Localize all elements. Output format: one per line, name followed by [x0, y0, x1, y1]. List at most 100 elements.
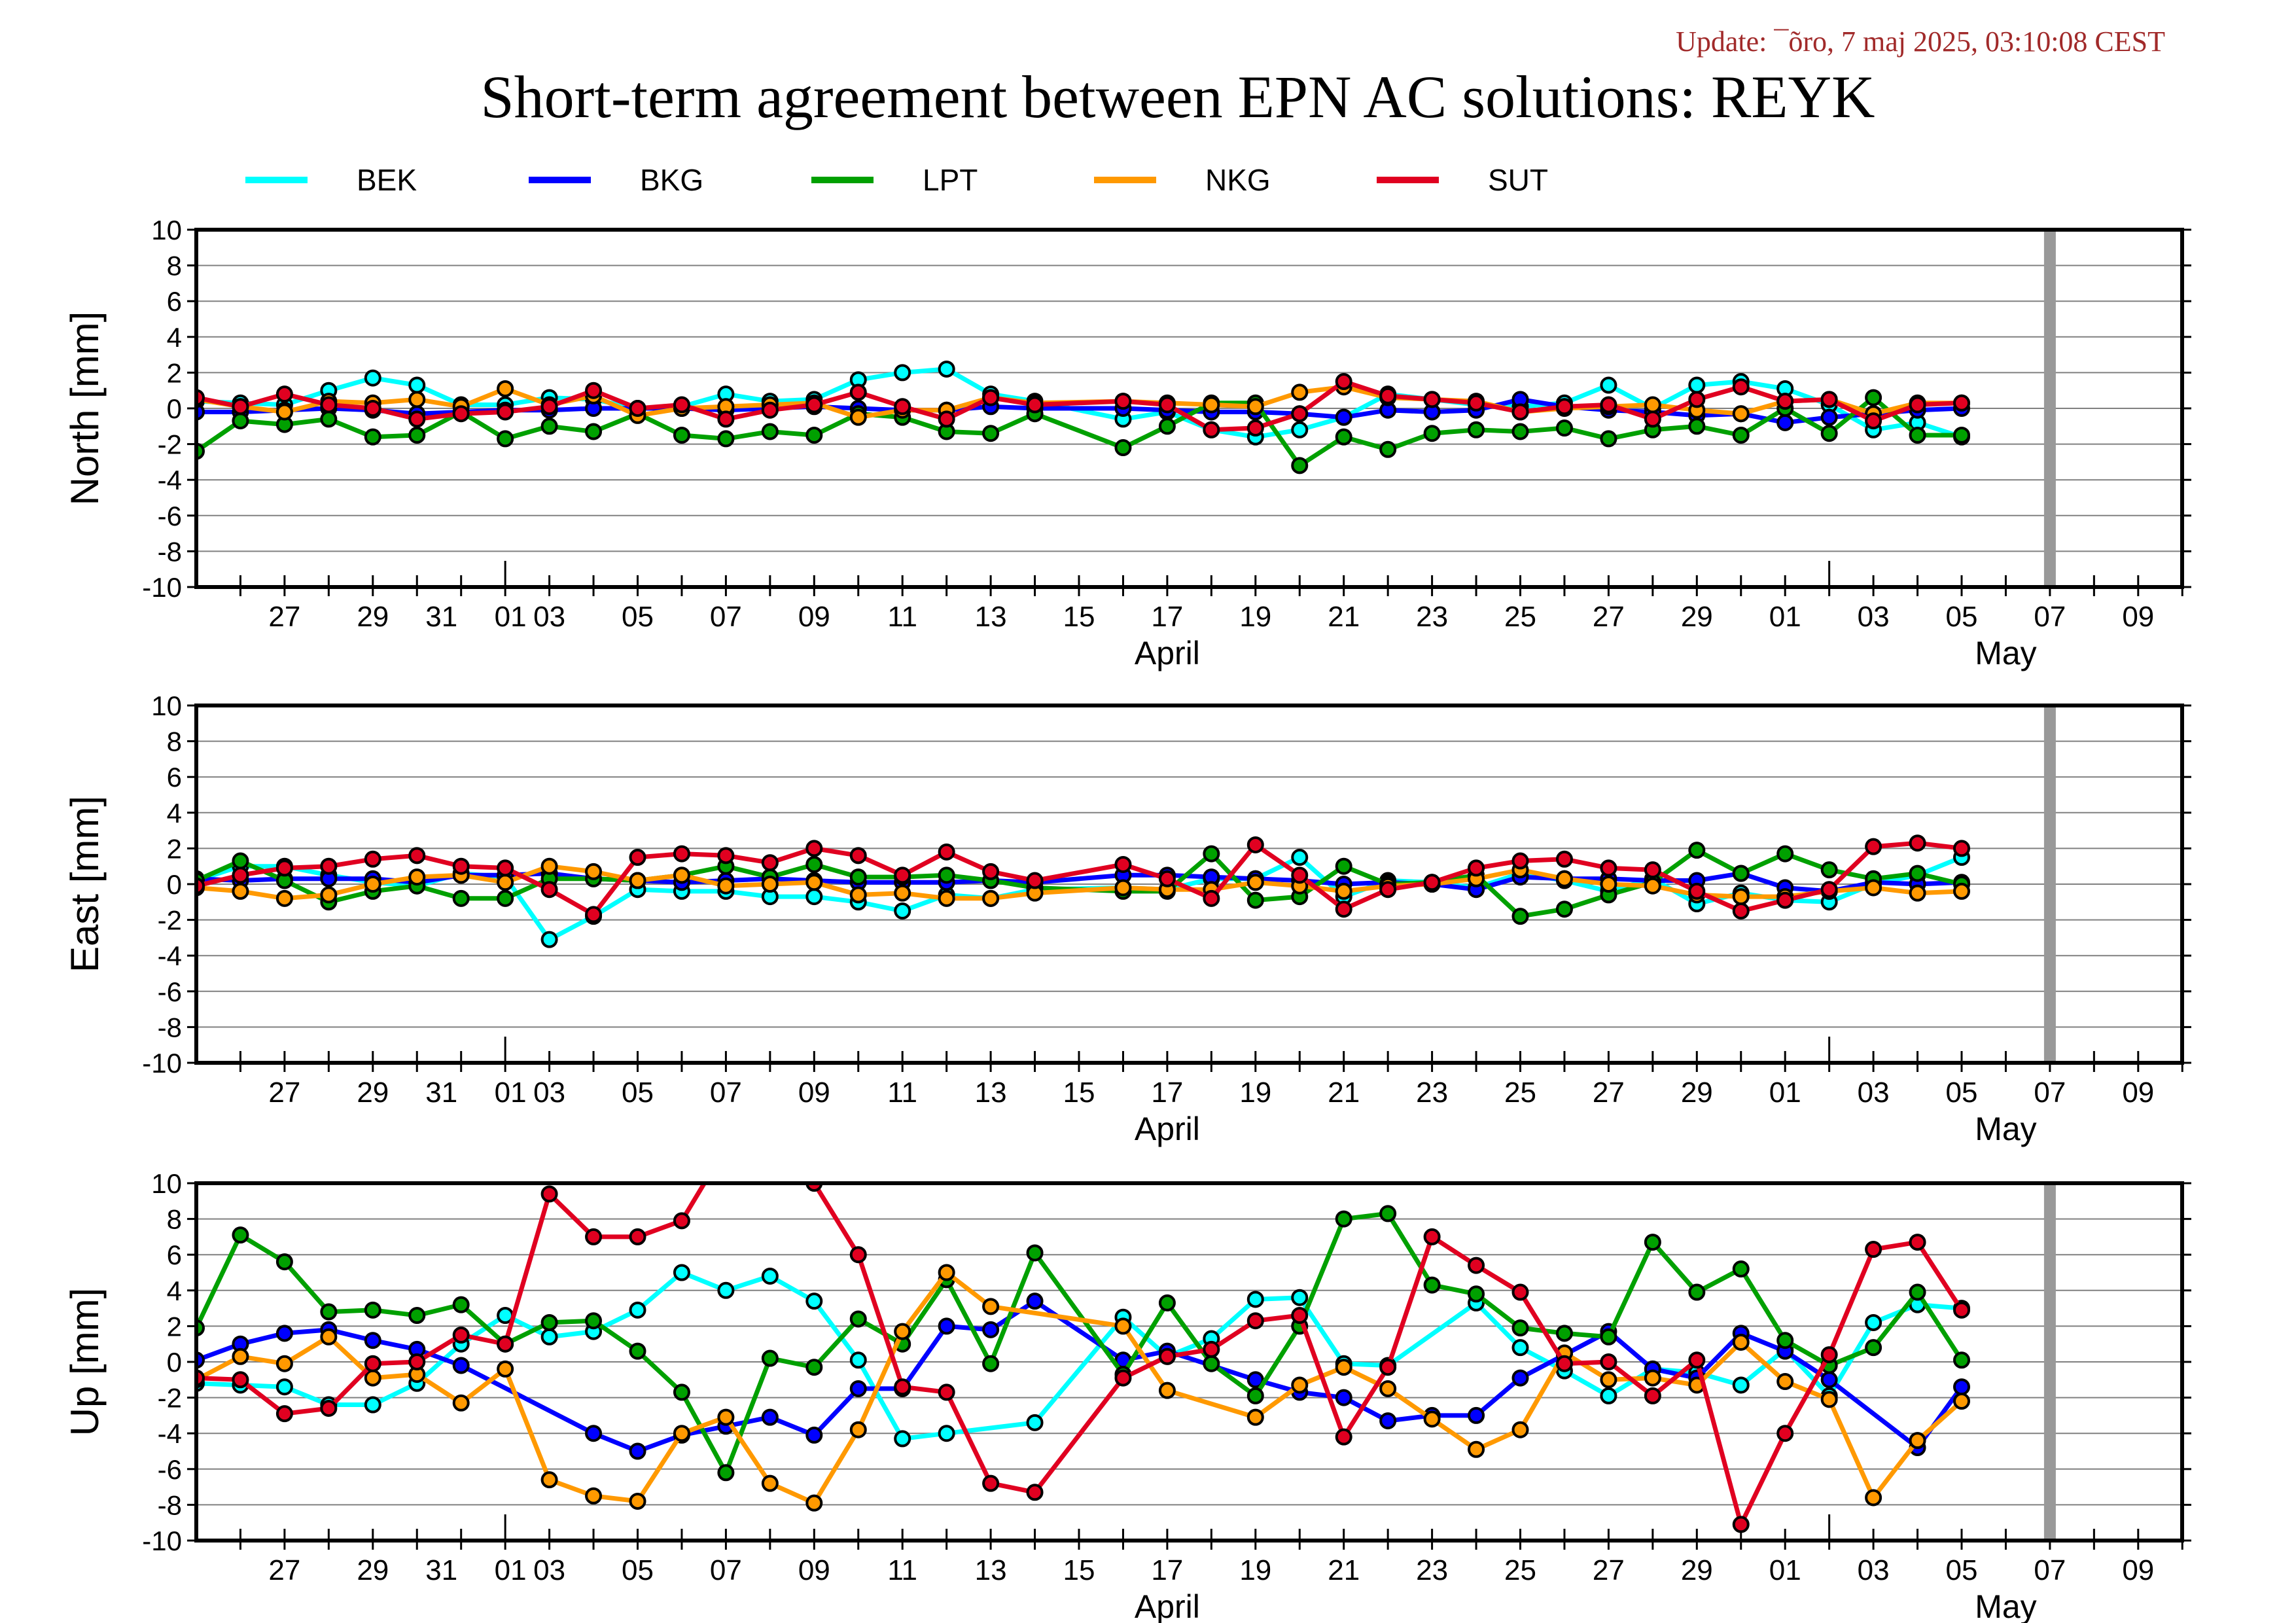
- data-point-nkg: [1246, 398, 1264, 416]
- data-point-nkg: [408, 868, 426, 886]
- data-point-lpt: [982, 425, 1000, 442]
- data-point-sut: [1246, 419, 1264, 437]
- x-tick-label: 03: [533, 1077, 565, 1109]
- x-tick-label: 09: [798, 601, 830, 633]
- data-point-sut: [1468, 859, 1485, 877]
- data-point-sut: [1865, 838, 1882, 855]
- month-label: April: [1135, 1588, 1200, 1623]
- data-point-lpt: [1953, 426, 1970, 444]
- data-point-lpt: [1423, 425, 1441, 442]
- data-point-sut: [1026, 1484, 1044, 1501]
- x-tick-label: 03: [1858, 1077, 1890, 1109]
- data-point-sut: [938, 410, 955, 428]
- data-point-nkg: [275, 1355, 293, 1372]
- data-point-nkg: [497, 1360, 514, 1378]
- data-point-nkg: [1246, 1408, 1264, 1426]
- data-point-sut: [1600, 1353, 1617, 1370]
- data-point-sut: [408, 410, 426, 428]
- data-point-bek: [1291, 421, 1309, 438]
- month-label: May: [1975, 1588, 2036, 1623]
- data-point-bek: [1865, 1313, 1882, 1331]
- data-point-lpt: [497, 430, 514, 448]
- data-point-bek: [805, 1293, 823, 1310]
- data-point-nkg: [849, 408, 867, 426]
- data-point-lpt: [761, 423, 779, 440]
- data-point-nkg: [1379, 1380, 1397, 1397]
- data-point-nkg: [1468, 1440, 1485, 1458]
- x-tick-label: 29: [357, 1554, 389, 1586]
- data-point-lpt: [585, 1312, 603, 1330]
- data-point-lpt: [849, 1310, 867, 1328]
- data-point-sut: [1511, 403, 1529, 421]
- x-tick-label: 27: [1593, 1077, 1625, 1109]
- month-label: May: [1975, 635, 2036, 671]
- x-tick-label: 21: [1328, 1554, 1360, 1586]
- y-tick-label: 6: [167, 1240, 182, 1270]
- data-point-nkg: [894, 1323, 911, 1340]
- data-point-nkg: [1335, 1359, 1352, 1376]
- data-point-bek: [717, 1281, 735, 1299]
- data-point-bkg: [805, 1426, 823, 1444]
- data-point-sut: [894, 398, 911, 416]
- x-tick-label: 11: [887, 1554, 917, 1586]
- x-tick-label: 03: [533, 1554, 565, 1586]
- y-tick-label: -10: [142, 1525, 182, 1556]
- data-point-lpt: [1158, 418, 1176, 435]
- data-point-sut: [1820, 391, 1838, 408]
- x-tick-label: 03: [533, 601, 565, 633]
- y-tick-label: -6: [158, 976, 182, 1007]
- data-point-bek: [1291, 1289, 1309, 1306]
- x-tick-label: 23: [1416, 1554, 1448, 1586]
- data-point-bkg: [1335, 408, 1352, 426]
- data-point-sut: [1379, 387, 1397, 404]
- data-point-sut: [497, 859, 514, 877]
- data-point-sut: [1291, 1307, 1309, 1325]
- x-tick-label: 09: [2122, 601, 2154, 633]
- y-tick-label: 2: [167, 833, 182, 864]
- data-point-lpt: [1335, 857, 1352, 875]
- data-point-sut: [1644, 861, 1661, 879]
- data-point-sut: [1291, 866, 1309, 884]
- data-point-sut: [1468, 394, 1485, 412]
- data-point-sut: [1732, 378, 1750, 396]
- data-point-sut: [894, 1378, 911, 1396]
- data-point-sut: [585, 906, 603, 923]
- data-point-sut: [1158, 396, 1176, 414]
- plot-frame: [194, 1181, 2184, 1543]
- data-point-bkg: [938, 1317, 955, 1335]
- data-point-sut: [761, 854, 779, 872]
- data-point-sut: [320, 1399, 338, 1417]
- data-point-sut: [805, 840, 823, 857]
- data-point-lpt: [1555, 419, 1573, 437]
- data-point-nkg: [717, 877, 735, 895]
- data-point-sut: [585, 382, 603, 399]
- data-point-sut: [1865, 1241, 1882, 1258]
- data-point-bek: [1511, 1339, 1529, 1357]
- current-date-marker: [2043, 230, 2056, 587]
- data-point-nkg: [849, 1421, 867, 1438]
- data-point-sut: [849, 1246, 867, 1264]
- data-point-bek: [1291, 849, 1309, 866]
- update-timestamp: Update: ¯õro, 7 maj 2025, 03:10:08 CEST: [1676, 26, 2165, 58]
- data-point-lpt: [1776, 1332, 1794, 1349]
- data-point-lpt: [1909, 426, 1926, 444]
- series-group: [196, 360, 1970, 474]
- x-tick-label: 07: [710, 601, 742, 633]
- x-tick-label: 23: [1416, 1077, 1448, 1109]
- data-point-nkg: [1776, 1373, 1794, 1391]
- data-point-nkg: [275, 403, 293, 421]
- data-point-bek: [805, 888, 823, 906]
- data-point-sut: [232, 866, 249, 884]
- x-tick-label: 09: [798, 1077, 830, 1109]
- data-point-sut: [232, 1371, 249, 1389]
- data-point-nkg: [497, 380, 514, 397]
- data-point-sut: [1953, 840, 1970, 857]
- data-point-sut: [497, 1335, 514, 1353]
- data-point-sut: [364, 1355, 381, 1372]
- data-point-bkg: [849, 1380, 867, 1397]
- data-point-lpt: [761, 1349, 779, 1367]
- data-point-sut: [1158, 1347, 1176, 1365]
- x-tick-label: 07: [2034, 1077, 2066, 1109]
- data-point-sut: [1953, 1301, 1970, 1319]
